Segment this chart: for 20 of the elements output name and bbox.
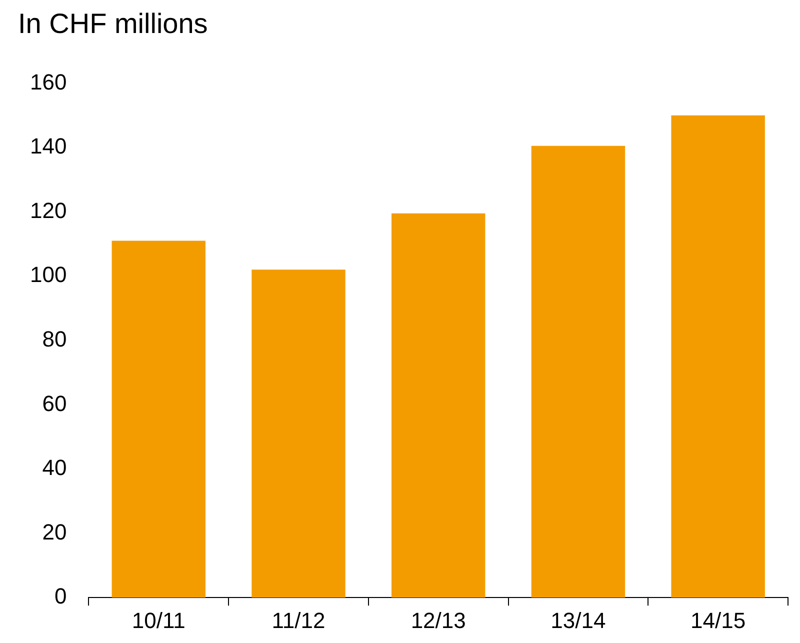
y-tick-label: 0 [54,584,67,609]
y-tick-label: 20 [42,519,67,544]
bar [112,240,206,598]
y-tick-label: 140 [30,134,67,159]
x-tick-label: 14/15 [690,608,746,633]
y-tick-label: 120 [30,198,67,223]
bar [531,146,626,598]
bar [671,115,765,598]
y-tick-label: 100 [30,262,67,288]
x-tick-label: 10/11 [132,608,186,633]
y-tick-label: 40 [42,455,67,480]
bar [392,213,486,598]
y-tick-label: 160 [30,69,67,94]
y-tick-label: 80 [42,326,67,352]
x-tick-label: 12/13 [410,608,466,633]
y-tick-label: 60 [42,390,67,416]
x-tick-label: 13/14 [550,608,606,633]
x-tick-label: 11/12 [272,608,326,633]
y-axis-title: In CHF millions [17,8,209,41]
bar [252,270,346,598]
